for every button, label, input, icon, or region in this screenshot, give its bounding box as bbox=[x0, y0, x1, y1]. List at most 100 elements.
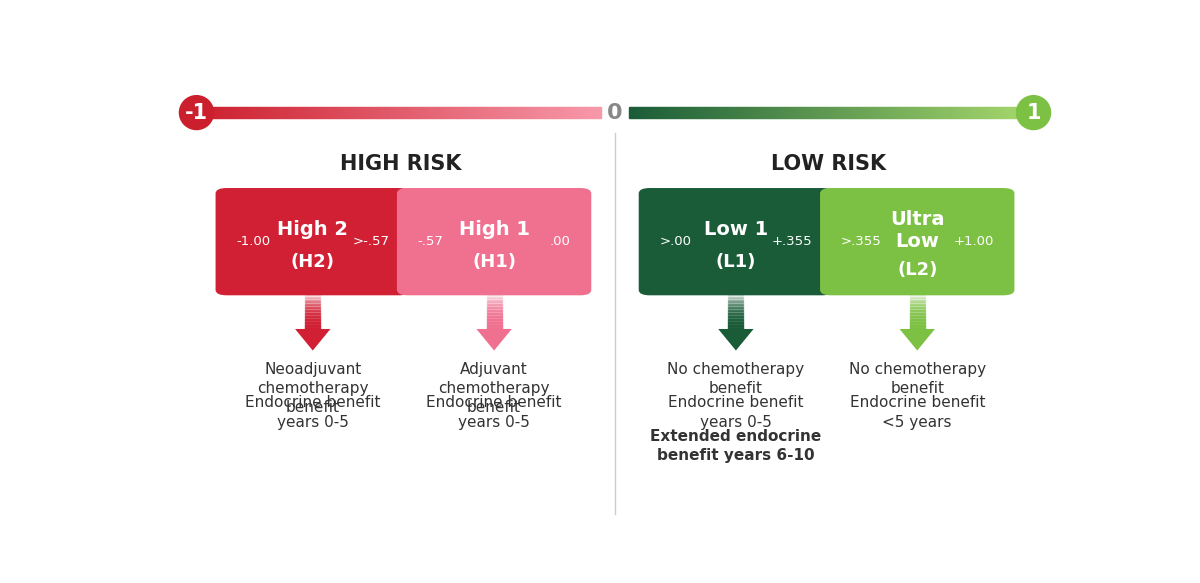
Text: Endocrine benefit
years 0-5: Endocrine benefit years 0-5 bbox=[245, 395, 380, 430]
Bar bbox=[292, 107, 294, 118]
Bar bbox=[540, 107, 542, 118]
Bar bbox=[755, 107, 756, 118]
Bar bbox=[487, 292, 502, 294]
Bar bbox=[910, 292, 925, 294]
Bar bbox=[910, 326, 925, 328]
Bar bbox=[344, 107, 346, 118]
Bar bbox=[910, 308, 925, 310]
Bar bbox=[230, 107, 233, 118]
Bar bbox=[265, 107, 268, 118]
Bar bbox=[773, 107, 774, 118]
Bar bbox=[534, 107, 536, 118]
Bar bbox=[805, 107, 806, 118]
Bar bbox=[896, 107, 898, 118]
Bar bbox=[977, 107, 979, 118]
Bar bbox=[691, 107, 694, 118]
Bar bbox=[811, 107, 814, 118]
Bar bbox=[910, 303, 925, 304]
Bar bbox=[577, 107, 578, 118]
Bar bbox=[941, 107, 942, 118]
Text: (L2): (L2) bbox=[898, 261, 937, 279]
Bar bbox=[466, 107, 468, 118]
Bar bbox=[320, 107, 322, 118]
Bar bbox=[700, 107, 702, 118]
Bar bbox=[487, 303, 502, 304]
Text: Ultra
Low: Ultra Low bbox=[890, 210, 944, 251]
Bar bbox=[965, 107, 967, 118]
Text: HIGH RISK: HIGH RISK bbox=[341, 154, 462, 174]
Bar bbox=[328, 107, 330, 118]
Bar bbox=[991, 107, 994, 118]
Bar bbox=[865, 107, 868, 118]
Bar bbox=[690, 107, 691, 118]
Bar bbox=[679, 107, 682, 118]
Bar bbox=[487, 310, 502, 311]
Bar bbox=[269, 107, 271, 118]
Bar bbox=[908, 107, 910, 118]
Bar bbox=[910, 317, 925, 319]
Bar bbox=[522, 107, 524, 118]
Bar bbox=[728, 313, 743, 314]
Bar bbox=[518, 107, 520, 118]
Bar bbox=[554, 107, 557, 118]
Bar bbox=[514, 107, 516, 118]
Bar bbox=[973, 107, 974, 118]
Bar bbox=[728, 326, 743, 328]
Bar bbox=[305, 316, 320, 317]
Bar bbox=[728, 328, 743, 329]
Bar bbox=[487, 307, 502, 308]
Bar bbox=[817, 107, 820, 118]
Bar bbox=[494, 107, 496, 118]
Bar bbox=[730, 107, 732, 118]
Bar bbox=[305, 314, 320, 316]
Bar bbox=[305, 313, 320, 314]
Text: Extended endocrine
benefit years 6-10: Extended endocrine benefit years 6-10 bbox=[650, 429, 822, 463]
Bar bbox=[295, 107, 298, 118]
Bar bbox=[599, 107, 601, 118]
Bar bbox=[277, 107, 280, 118]
Bar bbox=[750, 107, 752, 118]
Bar bbox=[211, 107, 212, 118]
Bar bbox=[882, 107, 884, 118]
Bar bbox=[791, 107, 793, 118]
Bar bbox=[203, 107, 204, 118]
Bar bbox=[910, 107, 912, 118]
Bar bbox=[1000, 107, 1001, 118]
Bar bbox=[487, 107, 490, 118]
Bar bbox=[433, 107, 436, 118]
Bar bbox=[800, 107, 803, 118]
Bar bbox=[407, 107, 409, 118]
Bar bbox=[720, 107, 722, 118]
Bar bbox=[316, 107, 318, 118]
Text: High 2: High 2 bbox=[277, 220, 348, 238]
Bar bbox=[950, 107, 953, 118]
Bar bbox=[365, 107, 366, 118]
Bar bbox=[871, 107, 874, 118]
Bar bbox=[262, 107, 263, 118]
Bar bbox=[305, 292, 320, 294]
Bar bbox=[404, 107, 407, 118]
Bar bbox=[305, 295, 320, 297]
Bar bbox=[487, 320, 502, 322]
Bar bbox=[850, 107, 852, 118]
Text: -1.00: -1.00 bbox=[236, 235, 270, 248]
Bar bbox=[797, 107, 799, 118]
Bar bbox=[728, 297, 743, 298]
Bar bbox=[578, 107, 581, 118]
Bar bbox=[271, 107, 274, 118]
Bar bbox=[886, 107, 888, 118]
Bar bbox=[595, 107, 598, 118]
Bar bbox=[971, 107, 973, 118]
Bar bbox=[236, 107, 239, 118]
Bar bbox=[587, 107, 589, 118]
Bar bbox=[815, 107, 817, 118]
Bar bbox=[764, 107, 767, 118]
Bar bbox=[986, 107, 989, 118]
Bar bbox=[728, 292, 743, 294]
Bar bbox=[1006, 107, 1007, 118]
Bar bbox=[826, 107, 827, 118]
Bar bbox=[268, 107, 269, 118]
Bar bbox=[419, 107, 421, 118]
Bar bbox=[910, 301, 925, 303]
Bar bbox=[929, 107, 930, 118]
